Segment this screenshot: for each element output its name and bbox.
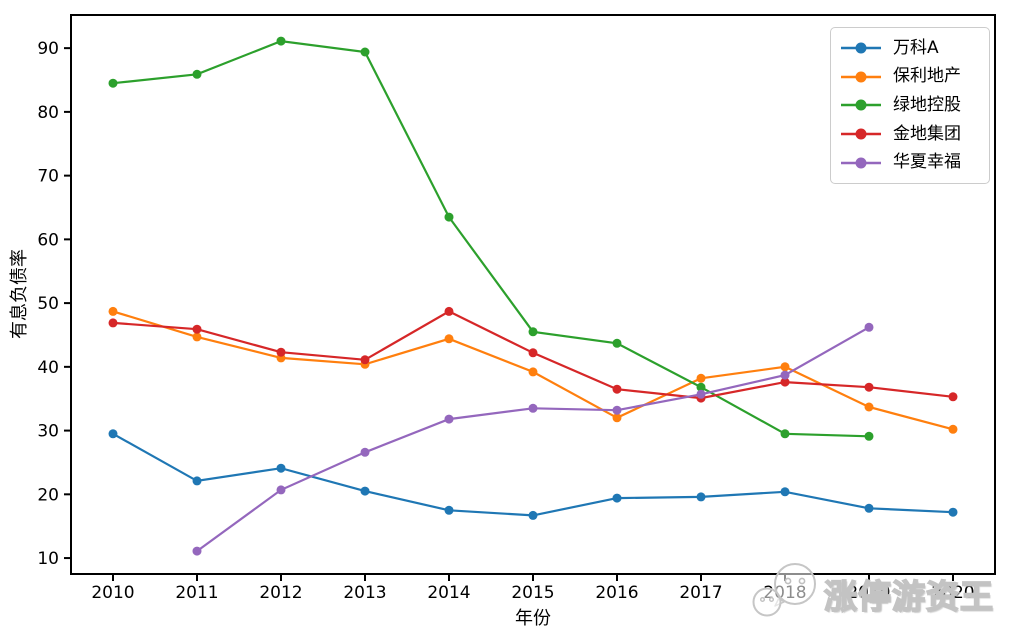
- series-point-lvdi-konggu: [780, 429, 790, 439]
- series-point-lvdi-konggu: [108, 78, 118, 88]
- x-tick-label: 2018: [763, 583, 806, 603]
- series-point-huaxia-xingfu: [360, 447, 370, 457]
- series-point-lvdi-konggu: [360, 47, 370, 57]
- x-tick-label: 2012: [259, 583, 302, 603]
- y-tick-label: 40: [37, 358, 59, 378]
- legend-label: 华夏幸福: [893, 152, 961, 173]
- series-point-jindi-jituan: [276, 347, 286, 357]
- series-point-jindi-jituan: [444, 306, 454, 316]
- x-tick-label: 2011: [175, 583, 218, 603]
- series-point-huaxia-xingfu: [192, 546, 202, 556]
- series-point-huaxia-xingfu: [780, 370, 790, 380]
- y-tick-label: 70: [37, 167, 59, 187]
- series-point-lvdi-konggu: [276, 36, 286, 46]
- legend: 万科A 保利地产绿地控股金地集团华夏幸福: [830, 27, 990, 184]
- legend-marker-jindi-jituan: [841, 128, 881, 140]
- series-point-wanke-a: [276, 463, 286, 473]
- x-tick-label: 2019: [847, 583, 890, 603]
- series-point-baoli-dichan: [192, 332, 202, 342]
- x-tick-label: 2010: [91, 583, 134, 603]
- series-point-jindi-jituan: [360, 355, 370, 365]
- x-tick-label: 2015: [511, 583, 554, 603]
- legend-item-wanke-a: 万科A: [841, 37, 979, 58]
- series-point-jindi-jituan: [108, 318, 118, 328]
- x-axis-label: 年份: [515, 608, 551, 629]
- legend-item-jindi-jituan: 金地集团: [841, 123, 979, 144]
- y-tick-label: 50: [37, 294, 59, 314]
- series-point-huaxia-xingfu: [612, 405, 622, 415]
- series-point-wanke-a: [696, 492, 706, 502]
- legend-marker-lvdi-konggu: [841, 99, 881, 111]
- series-point-lvdi-konggu: [528, 327, 538, 337]
- series-point-wanke-a: [612, 493, 622, 503]
- series-point-baoli-dichan: [444, 334, 454, 344]
- y-tick-label: 10: [37, 549, 59, 569]
- series-point-baoli-dichan: [528, 367, 538, 377]
- series-point-huaxia-xingfu: [696, 389, 706, 399]
- y-tick-label: 90: [37, 39, 59, 59]
- series-point-wanke-a: [360, 486, 370, 496]
- series-point-huaxia-xingfu: [444, 414, 454, 424]
- legend-item-baoli-dichan: 保利地产: [841, 68, 979, 85]
- series-point-wanke-a: [192, 476, 202, 486]
- series-point-baoli-dichan: [864, 402, 874, 412]
- y-tick-label: 30: [37, 422, 59, 442]
- series-point-wanke-a: [780, 487, 790, 497]
- series-point-jindi-jituan: [864, 382, 874, 392]
- series-line-lvdi-konggu: [112, 39, 870, 438]
- series-point-baoli-dichan: [948, 424, 958, 434]
- series-point-lvdi-konggu: [612, 338, 622, 348]
- series-point-lvdi-konggu: [192, 69, 202, 79]
- plot-border: [70, 14, 996, 575]
- series-point-wanke-a: [528, 510, 538, 520]
- series-point-jindi-jituan: [528, 348, 538, 358]
- series-point-baoli-dichan: [696, 373, 706, 383]
- series-point-wanke-a: [108, 429, 118, 439]
- series-point-baoli-dichan: [108, 306, 118, 316]
- legend-marker-wanke-a: [841, 42, 881, 54]
- series-point-wanke-a: [864, 503, 874, 513]
- x-tick-label: 2020: [931, 583, 974, 603]
- series-point-lvdi-konggu: [696, 382, 706, 392]
- legend-label: 金地集团: [893, 123, 961, 144]
- x-tick-label: 2017: [679, 583, 722, 603]
- series-point-jindi-jituan: [192, 324, 202, 334]
- legend-label: 绿地控股: [893, 94, 961, 115]
- legend-marker-baoli-dichan: [841, 71, 881, 83]
- series-point-jindi-jituan: [612, 384, 622, 394]
- series-point-baoli-dichan: [612, 413, 622, 423]
- legend-marker-huaxia-xingfu: [841, 157, 881, 169]
- series-point-wanke-a: [948, 507, 958, 517]
- legend-label: 保利地产: [893, 66, 961, 87]
- y-tick-label: 80: [37, 103, 59, 123]
- x-tick-label: 2016: [595, 583, 638, 603]
- series-point-jindi-jituan: [780, 377, 790, 387]
- series-line-wanke-a: [112, 432, 954, 517]
- series-point-huaxia-xingfu: [864, 322, 874, 332]
- series-point-baoli-dichan: [780, 362, 790, 372]
- series-point-wanke-a: [444, 505, 454, 515]
- y-axis-label: 有息负债率: [9, 249, 30, 339]
- legend-item-huaxia-xingfu: 华夏幸福: [841, 154, 979, 171]
- series-point-lvdi-konggu: [444, 212, 454, 222]
- x-tick-label: 2014: [427, 583, 470, 603]
- x-tick-label: 2013: [343, 583, 386, 603]
- series-point-huaxia-xingfu: [276, 485, 286, 495]
- legend-label: 万科A: [893, 37, 939, 58]
- series-point-lvdi-konggu: [864, 431, 874, 441]
- y-tick-label: 20: [37, 485, 59, 505]
- series-point-jindi-jituan: [948, 392, 958, 402]
- y-tick-label: 60: [37, 230, 59, 250]
- series-point-huaxia-xingfu: [528, 403, 538, 413]
- legend-item-lvdi-konggu: 绿地控股: [841, 94, 979, 115]
